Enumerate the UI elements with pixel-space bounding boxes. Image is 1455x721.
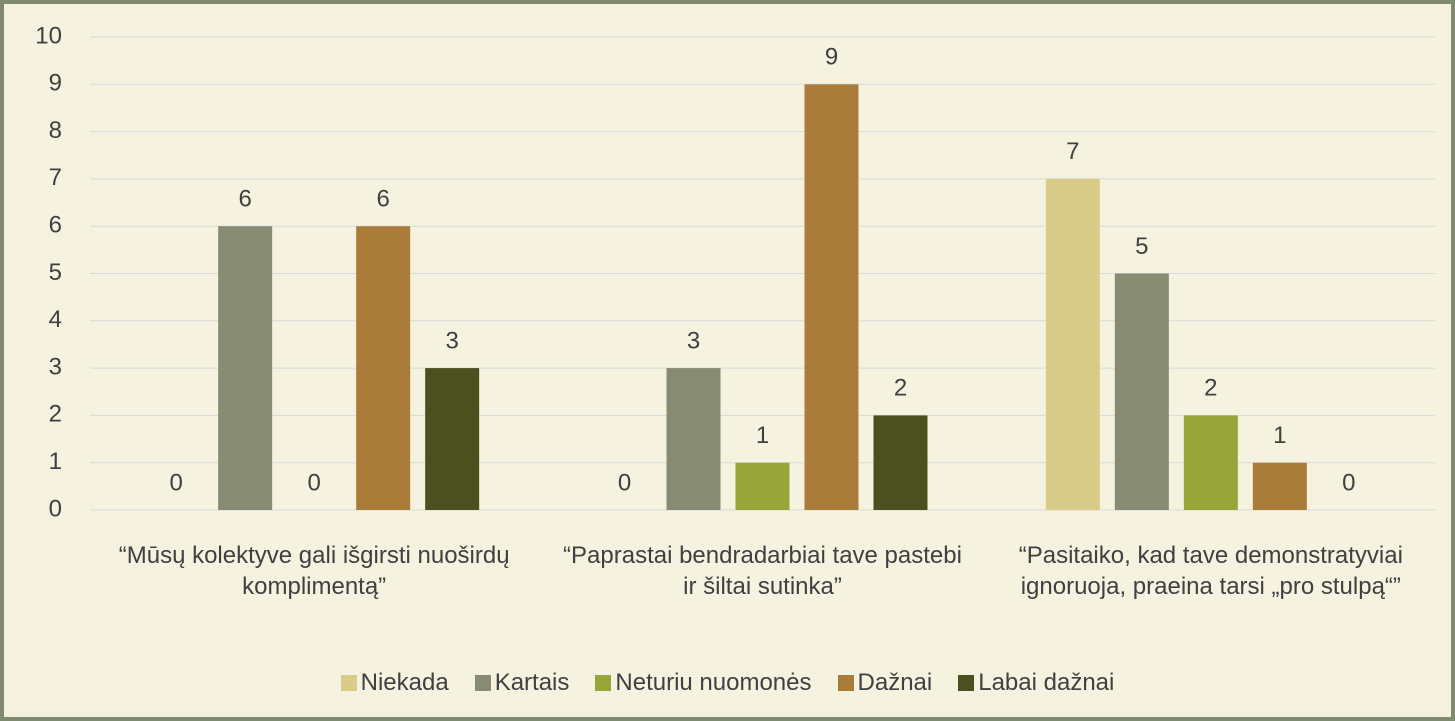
bar bbox=[873, 415, 928, 510]
y-tick-label: 8 bbox=[49, 117, 62, 144]
legend-item: Niekada bbox=[340, 669, 449, 697]
x-tick-label: “Pasitaiko, kad tave demonstratyviai ign… bbox=[1018, 542, 1403, 600]
legend-swatch bbox=[340, 675, 357, 691]
legend-swatch bbox=[958, 675, 975, 691]
value-label: 6 bbox=[238, 186, 251, 213]
y-tick-label: 6 bbox=[49, 212, 62, 239]
y-tick-label: 5 bbox=[49, 259, 62, 286]
y-tick-label: 9 bbox=[49, 70, 62, 97]
y-tick-label: 0 bbox=[49, 495, 62, 522]
y-tick-label: 3 bbox=[49, 353, 62, 380]
value-label: 6 bbox=[376, 186, 389, 213]
value-label: 9 bbox=[825, 44, 838, 71]
bar bbox=[1252, 462, 1307, 510]
legend-item: Labai dažnai bbox=[958, 669, 1114, 697]
value-label: 0 bbox=[307, 469, 320, 496]
legend-swatch bbox=[595, 675, 612, 691]
legend-label: Kartais bbox=[494, 669, 570, 696]
y-tick-label: 4 bbox=[49, 306, 62, 333]
value-label: 2 bbox=[1204, 375, 1217, 402]
value-label: 0 bbox=[169, 469, 182, 496]
legend-label: Niekada bbox=[360, 669, 449, 696]
legend-swatch bbox=[837, 675, 854, 691]
value-label: 0 bbox=[1342, 469, 1355, 496]
legend-item: Kartais bbox=[474, 669, 570, 697]
x-tick-label: “Paprastai bendradarbiai tave pastebi ir… bbox=[563, 542, 962, 600]
y-tick-label: 7 bbox=[49, 164, 62, 191]
x-tick-label: “Mūsų kolektyve gali išgirsti nuoširdų k… bbox=[118, 542, 510, 600]
bar bbox=[666, 368, 721, 510]
value-label: 0 bbox=[618, 469, 631, 496]
bar bbox=[1183, 415, 1238, 510]
value-label: 7 bbox=[1066, 138, 1079, 165]
bar bbox=[425, 368, 480, 510]
legend-label: Dažnai bbox=[857, 669, 933, 696]
value-label: 5 bbox=[1135, 233, 1148, 260]
y-tick-label: 1 bbox=[49, 448, 62, 475]
bar bbox=[804, 84, 859, 511]
legend-item: Dažnai bbox=[837, 669, 933, 697]
y-tick-label: 2 bbox=[49, 401, 62, 428]
legend-item: Neturiu nuomonės bbox=[595, 669, 812, 697]
legend-label: Neturiu nuomonės bbox=[615, 669, 812, 696]
legend-label: Labai dažnai bbox=[978, 669, 1115, 696]
bar bbox=[735, 462, 790, 510]
bar bbox=[1045, 178, 1100, 510]
value-label: 1 bbox=[1273, 422, 1286, 449]
value-label: 2 bbox=[894, 375, 907, 402]
bar bbox=[1114, 273, 1169, 510]
bar bbox=[356, 226, 411, 510]
legend-swatch bbox=[474, 675, 491, 691]
value-label: 3 bbox=[445, 327, 458, 354]
y-tick-label: 10 bbox=[35, 22, 62, 49]
bar bbox=[218, 226, 273, 510]
legend: Niekada Kartais Neturiu nuomonės Dažnai Laba… bbox=[4, 669, 1451, 697]
value-label: 1 bbox=[756, 422, 769, 449]
value-label: 3 bbox=[687, 327, 700, 354]
